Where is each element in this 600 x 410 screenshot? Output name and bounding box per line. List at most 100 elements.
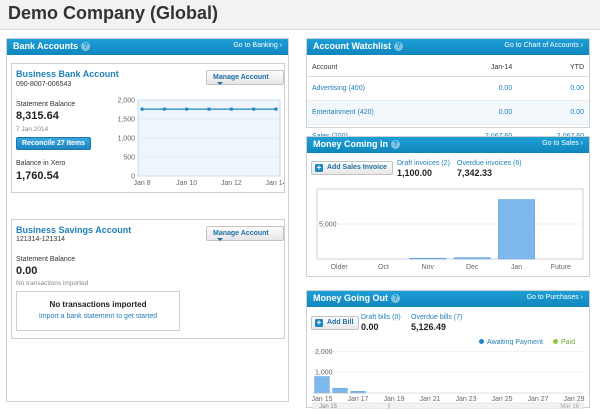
month-value[interactable]: 0.00 xyxy=(445,100,518,125)
x-tick-label: Future xyxy=(551,264,571,271)
table-row[interactable]: Entertainment (420) 0.00 0.00 xyxy=(307,100,589,125)
add-bill-button[interactable]: + Add Bill xyxy=(311,316,360,330)
watchlist-header: Account Watchlist? Go to Chart of Accoun… xyxy=(307,39,589,55)
range-scrollbar xyxy=(312,402,584,409)
x-tick-label: Jan 19 xyxy=(383,396,404,403)
data-point xyxy=(140,107,144,111)
y-tick-label: 5,000 xyxy=(319,222,337,229)
column-account: Account xyxy=(307,59,446,77)
business-bank-account-name[interactable]: Business Bank Account xyxy=(16,69,119,79)
help-icon[interactable]: ? xyxy=(394,42,404,51)
draft-bills-amount: 0.00 xyxy=(361,322,379,332)
legend-swatch xyxy=(479,339,484,344)
column-jan-14: Jan-14 xyxy=(445,59,518,77)
x-tick-label: Older xyxy=(331,264,349,271)
statement-balance-value: 8,315.64 xyxy=(16,110,59,122)
bank-accounts-panel: Bank Accounts? Go to Banking › Business … xyxy=(6,38,289,402)
data-point xyxy=(185,107,189,111)
bar xyxy=(332,387,348,394)
go-to-banking-link[interactable]: Go to Banking › xyxy=(233,42,282,49)
money-in-title: Money Coming In xyxy=(313,139,388,149)
go-to-chart-of-accounts-link[interactable]: Go to Chart of Accounts › xyxy=(504,42,583,49)
draft-bills-link[interactable]: Draft bills (0) xyxy=(361,314,401,321)
y-tick-label: 2,000 xyxy=(117,98,135,105)
money-coming-in-panel: Money Coming In? Go to Sales › + Add Sale… xyxy=(306,136,590,277)
column-ytd: YTD xyxy=(517,59,589,77)
savings-statement-label: Statement Balance xyxy=(16,256,76,263)
draft-invoices-link[interactable]: Draft invoices (2) xyxy=(397,160,450,167)
money-in-chart: 5,000 Older Oct Nov Dec Jan Future xyxy=(316,188,584,271)
overdue-bills-link[interactable]: Overdue bills (7) xyxy=(411,314,463,321)
data-point xyxy=(229,107,233,111)
account-name[interactable]: Entertainment (420) xyxy=(307,100,446,125)
savings-account-name[interactable]: Business Savings Account xyxy=(16,225,132,235)
balance-in-xero-label: Balance in Xero xyxy=(16,160,66,167)
y-tick-label: 2,000 xyxy=(315,349,333,356)
x-tick-label: Jan 23 xyxy=(455,396,476,403)
x-tick-label: Dec xyxy=(466,264,479,271)
ytd-value[interactable]: 0.00 xyxy=(517,76,589,101)
business-savings-account-card: Business Savings Account 121314-121314 M… xyxy=(11,219,285,339)
x-tick-label: Jan xyxy=(511,264,522,271)
bar xyxy=(314,376,330,394)
x-tick-label: Oct xyxy=(378,264,389,271)
plus-icon: + xyxy=(315,318,323,327)
x-tick-label: Nov xyxy=(422,264,435,271)
x-tick-label: Jan 15 xyxy=(311,396,332,403)
money-out-chart: 2,000 1,000 Jan 15 Jan 17 Jan 19 Jan 21 Jan 23… xyxy=(311,345,585,409)
bank-accounts-title: Bank Accounts xyxy=(13,41,79,51)
x-tick-label: Jan 8 xyxy=(133,180,150,187)
account-watchlist-panel: Account Watchlist? Go to Chart of Accoun… xyxy=(306,38,590,149)
account-name[interactable]: Advertising (400) xyxy=(307,76,446,101)
x-tick-label: Jan 14 xyxy=(265,180,284,187)
business-bank-account-card: Business Bank Account 090-8007-006543 Ma… xyxy=(11,63,285,193)
plus-icon: + xyxy=(315,163,323,172)
x-tick-label: Jan 10 xyxy=(176,180,197,187)
reconcile-button[interactable]: Reconcile 27 Items xyxy=(16,137,92,150)
y-tick-label: 0 xyxy=(131,174,135,181)
savings-account-number: 121314-121314 xyxy=(16,236,66,243)
bar xyxy=(498,199,535,260)
data-point xyxy=(162,107,166,111)
go-to-purchases-link[interactable]: Go to Purchases › xyxy=(526,294,583,301)
chevron-down-icon xyxy=(217,238,223,241)
org-title: Demo Company (Global) xyxy=(8,3,219,23)
add-sales-invoice-button[interactable]: + Add Sales Invoice xyxy=(311,161,393,175)
y-tick-label: 500 xyxy=(123,155,135,162)
table-row[interactable]: Advertising (400) 0.00 0.00 xyxy=(307,76,589,101)
overdue-invoices-amount: 7,342.33 xyxy=(457,168,493,178)
manage-account-button[interactable]: Manage Account xyxy=(206,70,284,85)
month-value[interactable]: 0.00 xyxy=(445,76,518,101)
import-statement-link[interactable]: Import a bank statement to get started xyxy=(38,313,158,320)
bank-accounts-header: Bank Accounts? Go to Banking › xyxy=(7,39,288,55)
manage-savings-account-button[interactable]: Manage Account xyxy=(206,226,284,241)
no-transactions-title: No transactions imported xyxy=(49,300,147,309)
legend-awaiting-payment: Awaiting Payment xyxy=(479,339,543,346)
go-to-sales-link[interactable]: Go to Sales › xyxy=(542,140,583,147)
money-out-title: Money Going Out xyxy=(313,293,388,303)
business-account-number: 090-8007-006543 xyxy=(16,81,72,88)
ytd-value[interactable]: 0.00 xyxy=(517,100,589,125)
bar xyxy=(453,257,491,260)
help-icon[interactable]: ? xyxy=(391,294,400,303)
balance-in-xero-value: 1,760.54 xyxy=(16,170,59,182)
savings-statement-value: 0.00 xyxy=(16,265,38,277)
x-tick-label: Jan 25 xyxy=(491,396,512,403)
x-tick-label: Jan 27 xyxy=(527,396,548,403)
money-going-out-panel: Money Going Out? Go to Purchases › + Add … xyxy=(306,290,590,409)
draft-invoices-amount: 1,100.00 xyxy=(397,168,433,178)
x-tick-label: Jan 17 xyxy=(347,396,368,403)
y-tick-label: 1,000 xyxy=(117,136,135,143)
data-point xyxy=(274,107,278,111)
y-tick-label: 1,000 xyxy=(315,370,333,377)
plot-area xyxy=(313,345,583,393)
overdue-invoices-link[interactable]: Overdue invoices (6) xyxy=(457,160,522,167)
savings-no-transactions-note: No transactions imported xyxy=(16,280,89,287)
help-icon[interactable]: ? xyxy=(391,140,400,149)
money-out-header: Money Going Out? Go to Purchases › xyxy=(307,291,589,307)
help-icon[interactable]: ? xyxy=(81,42,91,51)
x-tick-label: Jan 21 xyxy=(419,396,440,403)
statement-balance-label: Statement Balance xyxy=(16,101,76,108)
data-point xyxy=(207,107,211,111)
